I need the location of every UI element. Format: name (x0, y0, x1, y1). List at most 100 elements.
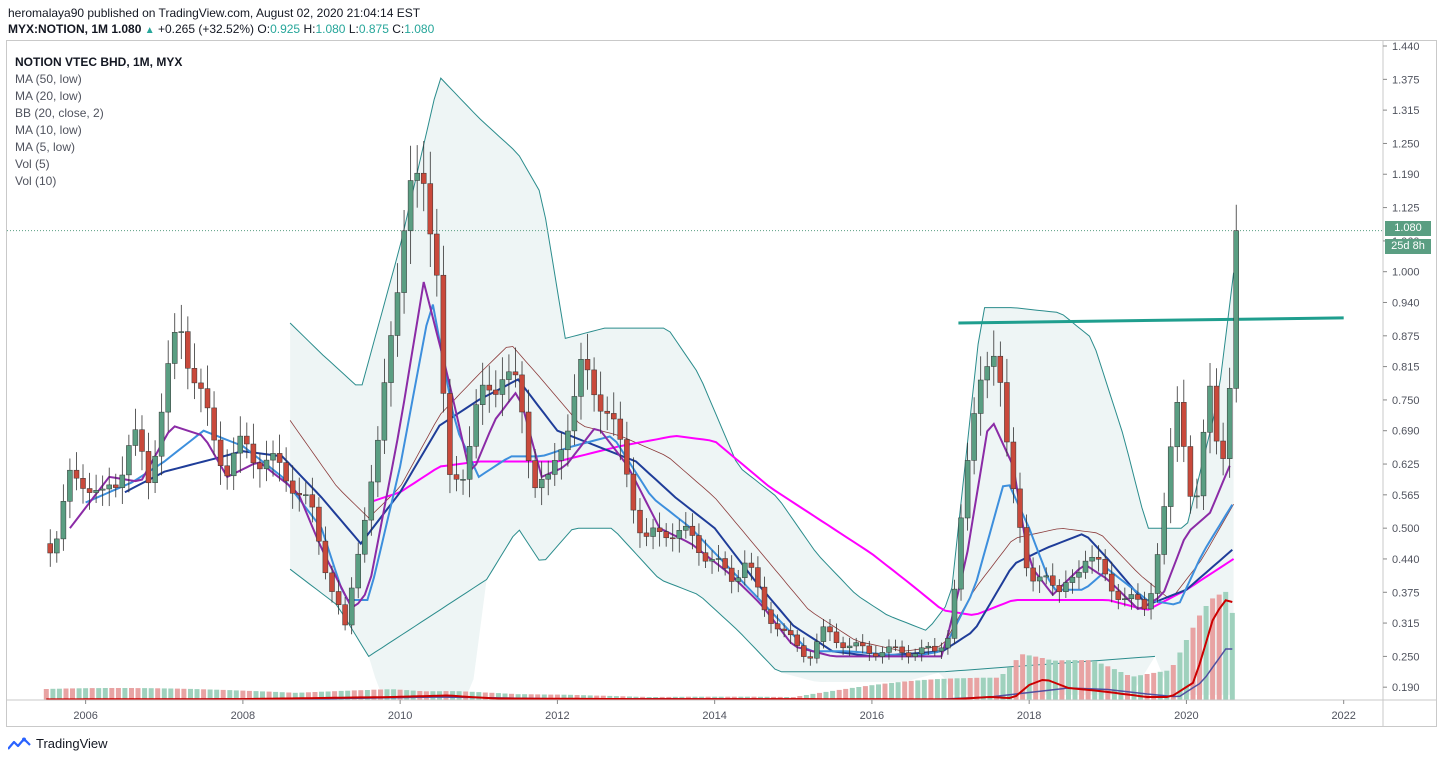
ma5-line (69, 281, 1231, 658)
legend-item-ma50[interactable]: MA (50, low) (15, 72, 82, 86)
candle-body (47, 543, 53, 554)
candle-body (165, 363, 171, 413)
x-tick-label: 2016 (860, 710, 884, 722)
legend-item-vol5[interactable]: Vol (5) (15, 157, 50, 171)
volume-bar (102, 688, 108, 700)
volume-bar (1210, 598, 1216, 700)
candle-body (519, 374, 525, 413)
candle-body (1056, 585, 1063, 593)
volume-bar (1111, 669, 1117, 700)
volume-bar (312, 692, 318, 700)
candle-body (709, 559, 715, 562)
candle-body (1135, 594, 1141, 600)
candle-body (185, 331, 191, 369)
x-tick-label: 2012 (545, 710, 569, 722)
footer-brand-label: TradingView (36, 736, 108, 751)
volume-bar (174, 688, 180, 700)
candle-body (656, 527, 663, 532)
volume-bar (201, 689, 207, 700)
volume-bar (1059, 660, 1065, 700)
chart-frame (6, 40, 1437, 727)
candle-body (938, 647, 945, 652)
candle-body (728, 567, 735, 582)
candle-body (158, 411, 165, 457)
candle-body (460, 479, 466, 481)
volume-bar (338, 690, 344, 700)
y-tick-label: 0.315 (1392, 618, 1420, 630)
candle-body (853, 642, 859, 647)
volume-bar (568, 694, 573, 700)
candle-body (997, 355, 1004, 383)
candle-body (755, 567, 761, 588)
x-tick-label: 2020 (1174, 710, 1198, 722)
candle-body (781, 628, 787, 631)
volume-bar (843, 688, 849, 700)
low-value: 0.875 (358, 22, 389, 36)
candle-body (1115, 590, 1122, 600)
candle-body (152, 455, 158, 483)
indicator-legend: NOTION VTEC BHD, 1M, MYX MA (50, low) MA… (15, 54, 182, 190)
volume-bar (1223, 591, 1229, 700)
volume-bar (371, 689, 377, 700)
legend-item-ma5[interactable]: MA (5, low) (15, 140, 76, 154)
footer-brand[interactable]: TradingView (8, 736, 108, 751)
volume-bar (1190, 627, 1196, 700)
candle-body (1213, 385, 1220, 442)
volume-bar (410, 690, 416, 700)
legend-item-ma10[interactable]: MA (10, low) (15, 123, 82, 137)
candle-body (984, 366, 990, 381)
candle-body (624, 439, 630, 475)
volume-bar (1138, 675, 1144, 700)
candle-body (827, 626, 833, 633)
legend-item-ma20[interactable]: MA (20, low) (15, 89, 82, 103)
volume-bar (332, 691, 338, 700)
volume-bar (1170, 665, 1176, 700)
volume-bar (849, 687, 855, 700)
volume-bar (915, 680, 921, 700)
legend-item-vol10[interactable]: Vol (10) (15, 174, 57, 188)
volume-bar (561, 694, 567, 700)
volume-bar (1216, 594, 1222, 700)
volume-bar (345, 690, 351, 700)
volume-bar (895, 682, 901, 700)
volume-bar (1066, 660, 1071, 700)
y-tick-label: 1.125 (1392, 203, 1420, 215)
countdown-label: 25d 8h (1385, 239, 1431, 254)
ma50-line (368, 434, 1235, 616)
candle-body (525, 411, 532, 461)
volume-bar (908, 680, 914, 700)
volume-bar (286, 692, 292, 700)
candle-body (303, 494, 309, 496)
candle-body (401, 230, 407, 293)
volume-bar (1098, 663, 1104, 700)
candle-body (250, 443, 257, 464)
candle-body (846, 645, 853, 649)
legend-item-bb[interactable]: BB (20, close, 2) (15, 106, 104, 120)
candle-body (1200, 431, 1207, 497)
bb-lower-line (289, 527, 1156, 673)
volume-bar (941, 678, 947, 700)
candle-body (1207, 385, 1213, 433)
volume-bar (1177, 652, 1183, 700)
volume-bar (862, 686, 868, 700)
candle-body (217, 439, 224, 466)
volume-bar (273, 691, 279, 700)
volume-bar (948, 678, 953, 700)
candle-body (918, 647, 925, 655)
candle-body (1128, 594, 1135, 600)
candle-body (434, 233, 440, 276)
candle-body (814, 641, 820, 659)
bb-fill (290, 78, 1234, 695)
candle-body (669, 537, 676, 540)
candle-body (263, 459, 270, 470)
candle-body (879, 652, 886, 657)
volume-bar (1033, 656, 1039, 700)
candle-body (394, 292, 401, 336)
candle-body (132, 429, 139, 446)
volume-bar (1229, 612, 1235, 700)
volume-bar (489, 692, 495, 700)
y-tick-label: 1.375 (1392, 74, 1420, 86)
close-value: 1.080 (404, 22, 435, 36)
y-tick-label: 0.440 (1392, 554, 1420, 566)
